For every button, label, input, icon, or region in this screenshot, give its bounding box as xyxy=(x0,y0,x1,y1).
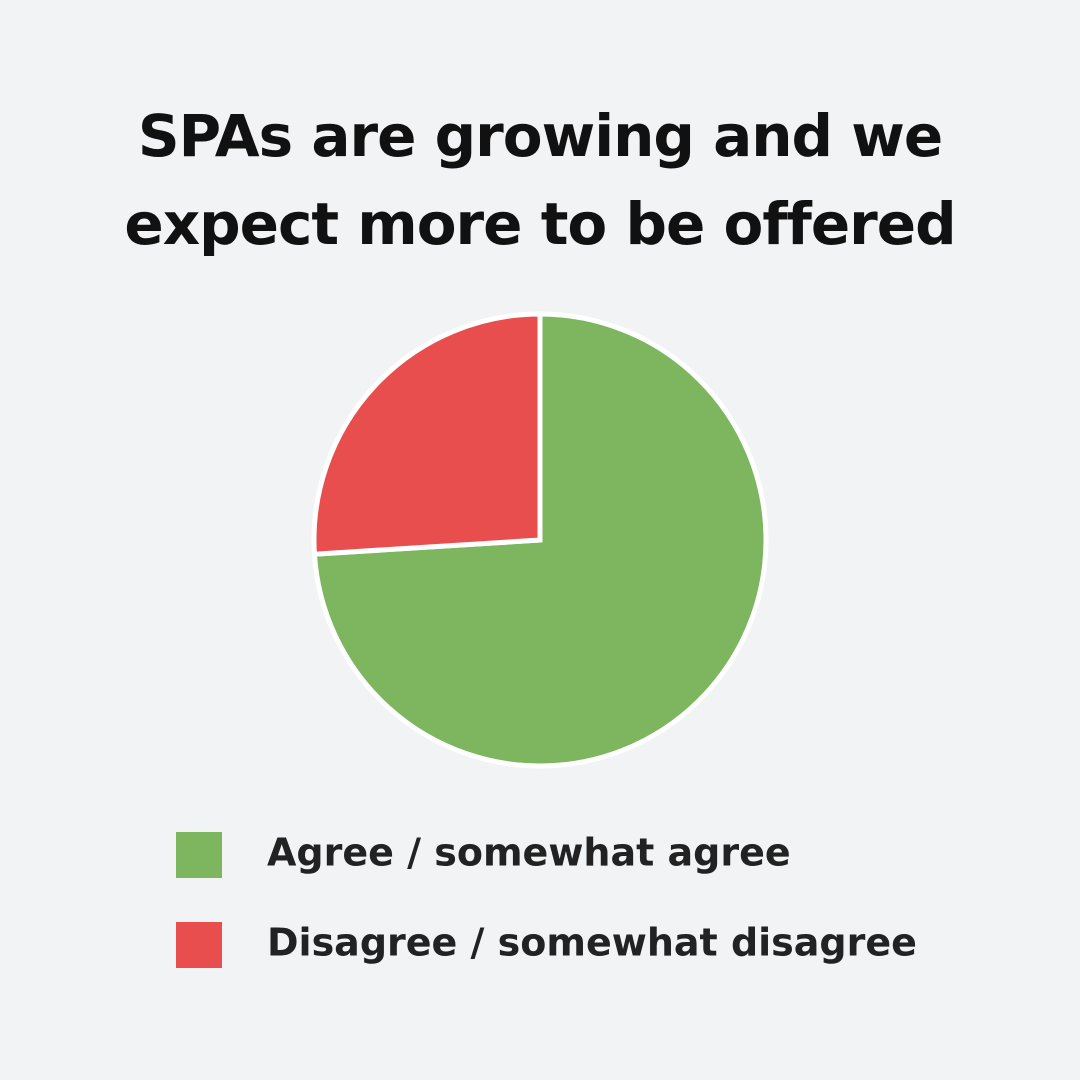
legend-label: Agree / somewhat agree xyxy=(267,831,791,875)
pie-slice xyxy=(311,311,543,557)
legend-swatch xyxy=(176,922,222,968)
legend-label: Disagree / somewhat disagree xyxy=(267,921,917,965)
chart-title: SPAs are growing and we expect more to b… xyxy=(124,102,956,258)
legend-swatch xyxy=(176,832,222,878)
